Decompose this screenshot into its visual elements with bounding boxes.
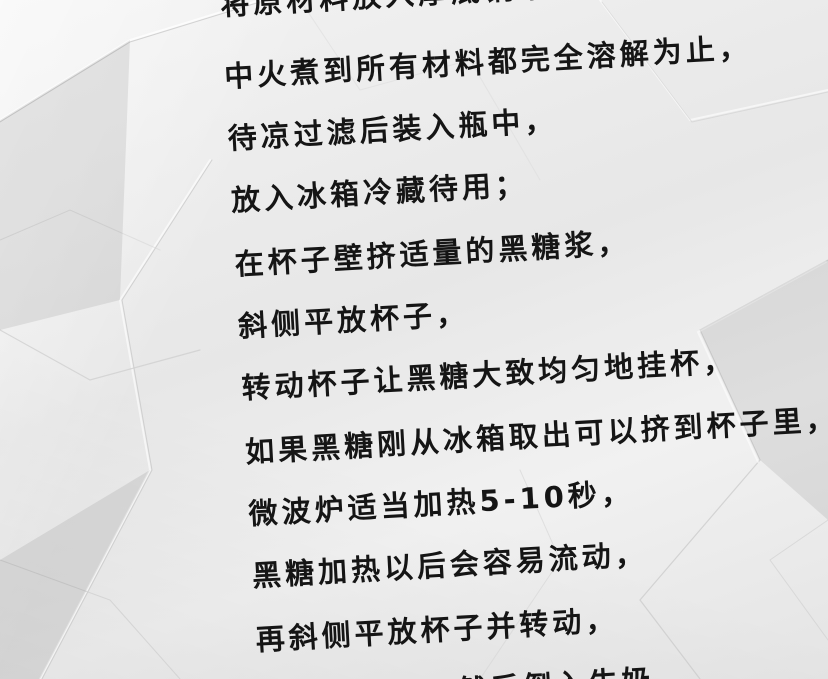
recipe-line: 在杯子壁挤适量的黑糖浆， [233,225,632,282]
recipe-line: 斜侧平放杯子， [237,296,470,344]
recipe-text-block: 将原材料放入厚底锅中， 中火煮到所有材料都完全溶解为止， 待凉过滤后装入瓶中， … [219,0,828,679]
recipe-line: 放入冰箱冷藏待用； [230,167,529,218]
recipe-line: 黑糖加热以后会容易流动， [251,537,649,594]
recipe-line: 待凉过滤后装入瓶中， [226,103,559,156]
recipe-line: 如果黑糖刚从冰箱取出可以挤到杯子里， [244,402,828,470]
recipe-line: 微波炉适当加热5-10秒， [247,475,635,532]
recipe-line: 将原材料放入厚底锅中， [219,0,583,22]
recipe-line: 转动杯子让黑糖大致均匀地挂杯， [240,343,737,406]
recipe-line: 中火煮到所有材料都完全溶解为止， [223,30,753,94]
recipe-line: 再斜侧平放杯子并转动， [254,602,620,657]
